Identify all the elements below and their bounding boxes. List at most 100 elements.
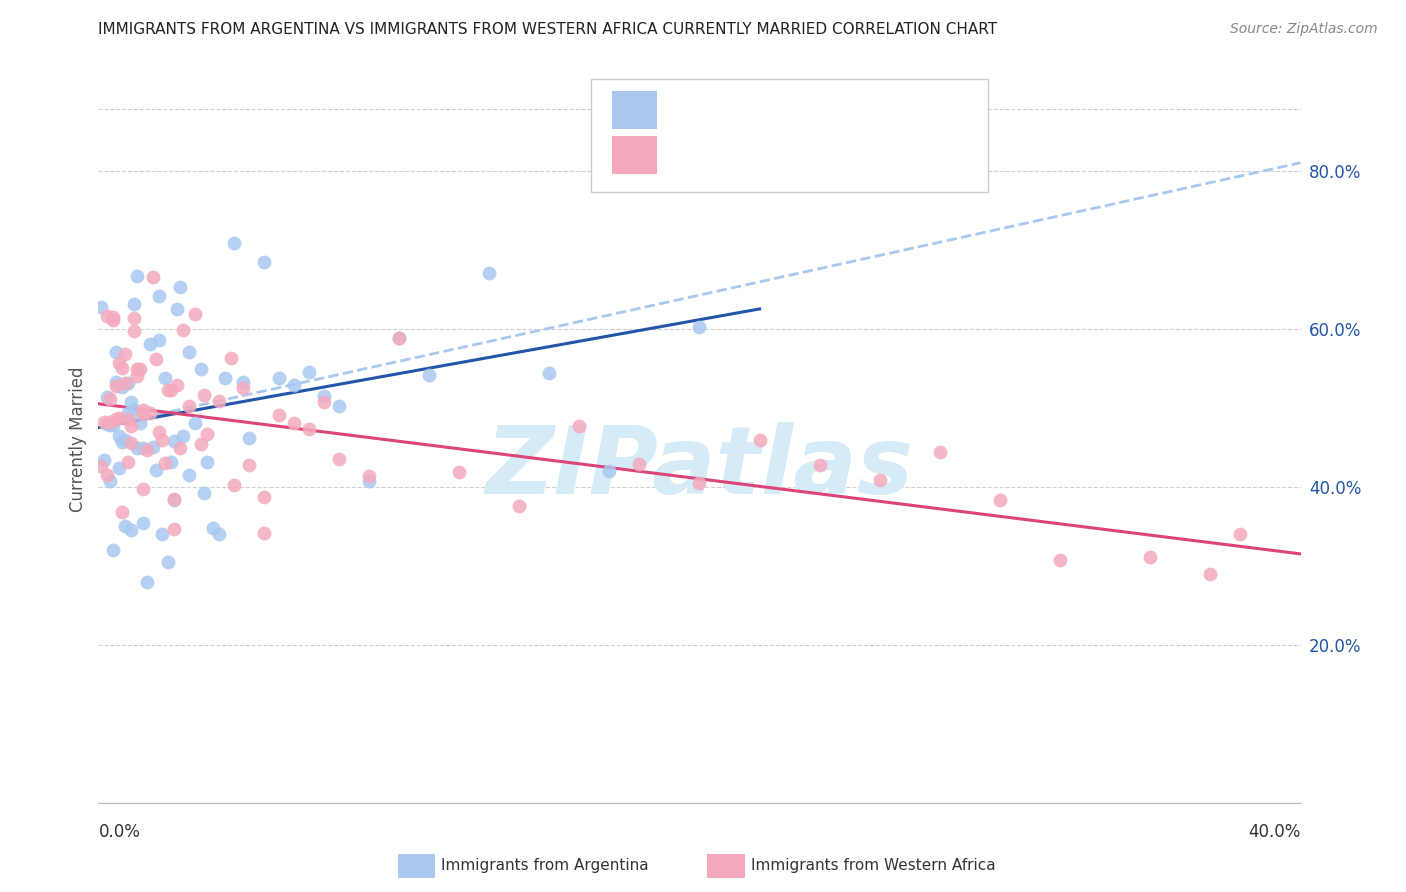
Point [141,441,163,455]
Point [153,456,176,470]
Point [159,383,181,397]
Point [93,452,115,467]
Text: 0.0%: 0.0% [98,822,141,840]
Point [162,491,184,506]
Point [108,461,131,475]
Point [148,289,170,303]
Point [114,519,136,533]
Point [103,310,125,324]
Point [96,309,118,323]
Point [689,319,711,334]
Point [869,473,891,487]
Point [214,370,236,384]
Point [808,458,831,472]
Point [135,574,157,589]
Point [232,376,254,390]
Point [127,441,149,455]
Point [121,395,143,409]
Point [96,417,118,431]
Text: 0.309: 0.309 [716,101,768,119]
Point [222,236,245,251]
Point [508,500,530,514]
Point [121,523,143,537]
Point [312,395,335,409]
Point [298,365,321,379]
Point [153,370,176,384]
Point [138,336,160,351]
Point [100,392,122,406]
Point [100,475,122,489]
Point [253,255,276,269]
Point [145,463,167,477]
Point [121,418,143,433]
Point [283,378,305,392]
Point [162,434,184,449]
Point [105,411,128,425]
Text: ZIPatlas: ZIPatlas [485,423,914,515]
Point [208,394,231,409]
Point [108,356,131,370]
Point [357,469,380,483]
Point [195,427,218,442]
Point [166,377,188,392]
Point [538,366,561,380]
Point [1049,553,1071,567]
Point [111,434,134,449]
Point [169,441,191,455]
Point [117,412,139,426]
Point [232,381,254,395]
Point [195,454,218,468]
Point [111,380,134,394]
Point [748,433,770,447]
Point [124,310,146,325]
Point [172,429,194,443]
Point [127,362,149,376]
Point [117,455,139,469]
Point [117,406,139,420]
Point [124,325,146,339]
Point [90,459,112,474]
Point [138,407,160,421]
Point [127,269,149,284]
Point [238,431,260,445]
Point [568,419,591,434]
Point [238,458,260,472]
Point [129,416,152,430]
Point [111,505,134,519]
Point [100,418,122,433]
Point [193,486,215,500]
Y-axis label: Currently Married: Currently Married [69,367,87,512]
Point [105,375,128,389]
Point [190,361,212,376]
Point [253,526,276,541]
Text: IMMIGRANTS FROM ARGENTINA VS IMMIGRANTS FROM WESTERN AFRICA CURRENTLY MARRIED CO: IMMIGRANTS FROM ARGENTINA VS IMMIGRANTS … [98,22,997,37]
Text: 40.0%: 40.0% [1249,822,1301,840]
Point [598,465,620,479]
Point [172,323,194,337]
Point [689,476,711,491]
Point [114,433,136,447]
Point [124,296,146,310]
Point [108,429,131,443]
Point [283,416,305,430]
Point [135,442,157,457]
Point [357,474,380,488]
Point [129,362,152,376]
Point [177,467,200,482]
Point [132,403,155,417]
Point [162,492,184,507]
Point [121,436,143,450]
Point [90,300,112,314]
Point [988,492,1011,507]
Text: 67: 67 [855,101,880,119]
Point [193,388,215,402]
Text: Immigrants from Western Africa: Immigrants from Western Africa [751,858,995,872]
Point [150,433,173,447]
Point [201,521,224,535]
Point [105,344,128,359]
Point [124,403,146,417]
Point [93,415,115,429]
Point [156,383,179,397]
FancyBboxPatch shape [592,79,988,192]
Point [132,407,155,421]
